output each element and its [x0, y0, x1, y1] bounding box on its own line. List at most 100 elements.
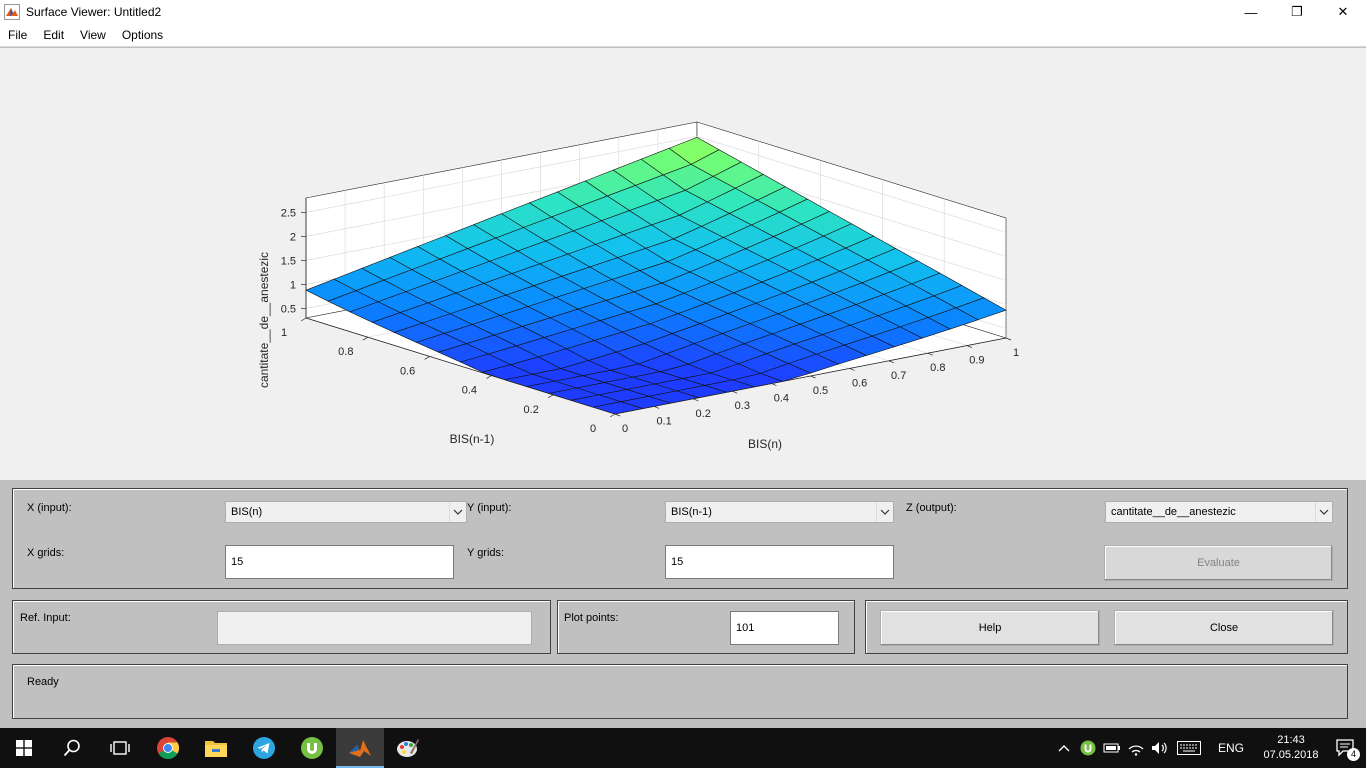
x-tick-label: 0.7	[891, 370, 906, 382]
menu-view[interactable]: View	[80, 27, 106, 42]
status-panel: Ready	[12, 664, 1348, 719]
z-tick-label: 0.5	[281, 303, 296, 315]
x-tick-label: 1	[1013, 347, 1019, 359]
menu-options[interactable]: Options	[121, 27, 164, 42]
x-tick-mark	[888, 360, 894, 364]
x-input-select[interactable]: BIS(n)	[225, 501, 467, 523]
language-indicator[interactable]: ENG	[1217, 741, 1244, 755]
menu-edit[interactable]: Edit	[43, 27, 65, 42]
chevron-down-icon	[449, 502, 466, 522]
minimize-button[interactable]: —	[1244, 4, 1258, 20]
battery-icon[interactable]	[1100, 728, 1124, 768]
z-output-select[interactable]: cantitate__de__anestezic	[1105, 501, 1333, 523]
y-tick-mark	[300, 317, 307, 322]
restore-button[interactable]: ❐	[1291, 4, 1303, 19]
z-output-label: Z (output):	[906, 502, 957, 514]
utorrent-tray-icon[interactable]	[1076, 728, 1100, 768]
axis-ticks: 0 0.1 0.2 0.3 0.4 0.5 0.6 0.7 0.8 0.9 1 0 0.2 0.4 0.6 0…	[281, 198, 1019, 435]
close-window-button[interactable]: ✕	[1337, 4, 1349, 19]
matlab-taskbar-icon[interactable]	[336, 728, 384, 768]
ref-input-panel: Ref. Input:	[12, 600, 551, 654]
surface-mesh	[305, 137, 1007, 415]
x-grids-input[interactable]: 15	[225, 545, 454, 579]
x-tick-label: 0.6	[852, 377, 867, 389]
x-grids-label: X grids:	[27, 547, 65, 559]
z-tick-label: 1	[290, 279, 296, 291]
z-tick-label: 2.5	[281, 207, 296, 219]
clock-time: 21:43	[1277, 734, 1305, 746]
y-tick-label: 1	[281, 327, 287, 339]
plot-points-label: Plot points:	[564, 612, 619, 624]
plot-area[interactable]: 0 0.1 0.2 0.3 0.4 0.5 0.6 0.7 0.8 0.9 1 0 0.2 0.4 0.6 0…	[0, 48, 1366, 480]
x-input-label: X (input):	[27, 502, 72, 514]
y-axis-label: BIS(n-1)	[450, 432, 495, 446]
action-buttons-panel: Help Close	[865, 600, 1348, 654]
matlab-app-icon	[4, 4, 20, 20]
x-tick-label: 0.1	[656, 415, 671, 427]
y-grids-label: Y grids:	[467, 547, 505, 559]
system-tray: ENG 21:43 07.05.2018 4	[1052, 728, 1366, 768]
clock-date: 07.05.2018	[1263, 749, 1319, 761]
notification-count-badge: 4	[1347, 748, 1360, 761]
x-tick-mark	[693, 398, 699, 402]
surface-plot[interactable]: 0 0.1 0.2 0.3 0.4 0.5 0.6 0.7 0.8 0.9 1 0 0.2 0.4 0.6 0…	[0, 48, 1366, 480]
x-tick-mark	[653, 406, 660, 409]
menu-bar: File Edit View Options	[0, 24, 1366, 47]
paint-icon[interactable]	[384, 728, 432, 768]
clock[interactable]: 21:43 07.05.2018	[1256, 733, 1326, 763]
x-tick-mark	[966, 345, 973, 348]
y-input-label: Y (input):	[467, 502, 512, 514]
y-tick-label: 0	[590, 423, 596, 435]
x-tick-label: 0.8	[930, 362, 945, 374]
y-grids-input[interactable]: 15	[665, 545, 894, 579]
y-input-value: BIS(n-1)	[671, 506, 712, 518]
x-axis-label: BIS(n)	[748, 437, 782, 451]
axes-settings-panel: X (input): BIS(n) Y (input): BIS(n-1) Z …	[12, 488, 1348, 589]
y-tick-label: 0.2	[524, 404, 539, 416]
chrome-icon[interactable]	[144, 728, 192, 768]
close-button[interactable]: Close	[1114, 610, 1334, 646]
y-tick-mark	[424, 356, 430, 360]
task-view-icon[interactable]	[96, 728, 144, 768]
x-input-value: BIS(n)	[231, 506, 263, 518]
windows-start-icon[interactable]	[0, 728, 48, 768]
y-tick-label: 0.8	[338, 346, 353, 358]
y-tick-label: 0.4	[462, 385, 477, 397]
x-tick-label: 0.3	[735, 400, 750, 412]
x-tick-label: 0.5	[813, 385, 828, 397]
chevron-down-icon	[876, 502, 893, 522]
status-text: Ready	[27, 676, 59, 688]
volume-icon[interactable]	[1148, 728, 1172, 768]
keyboard-icon[interactable]	[1172, 728, 1206, 768]
notification-center-icon[interactable]: 4	[1326, 728, 1366, 768]
ref-input-field[interactable]	[217, 611, 532, 645]
search-icon[interactable]	[48, 728, 96, 768]
x-tick-label: 0	[622, 423, 628, 435]
x-tick-label: 0.9	[969, 355, 984, 367]
chevron-up-icon[interactable]	[1052, 728, 1076, 768]
plot-points-panel: Plot points: 101	[557, 600, 855, 654]
y-tick-mark	[486, 375, 492, 379]
y-input-select[interactable]: BIS(n-1)	[665, 501, 894, 523]
y-tick-mark	[362, 336, 368, 341]
utorrent-icon[interactable]	[288, 728, 336, 768]
ref-input-label: Ref. Input:	[20, 612, 71, 624]
evaluate-button[interactable]: Evaluate	[1104, 545, 1333, 581]
menu-file[interactable]: File	[8, 27, 28, 42]
y-tick-label: 0.6	[400, 365, 415, 377]
telegram-icon[interactable]	[240, 728, 288, 768]
x-tick-mark	[849, 368, 855, 371]
x-tick-mark	[614, 413, 621, 417]
z-axis-label: cantitate__de__anestezic	[257, 252, 271, 388]
wifi-icon[interactable]	[1124, 728, 1148, 768]
help-button[interactable]: Help	[880, 610, 1100, 646]
x-tick-label: 0.2	[696, 408, 711, 420]
plot-points-input[interactable]: 101	[730, 611, 839, 645]
chevron-down-icon	[1315, 502, 1332, 522]
grid-line	[305, 136, 1007, 233]
y-tick-mark	[609, 413, 616, 418]
y-tick-mark	[548, 394, 554, 399]
title-bar: Surface Viewer: Untitled2 — ❐ ✕	[0, 0, 1366, 24]
x-tick-mark	[1005, 337, 1012, 341]
file-explorer-icon[interactable]	[192, 728, 240, 768]
